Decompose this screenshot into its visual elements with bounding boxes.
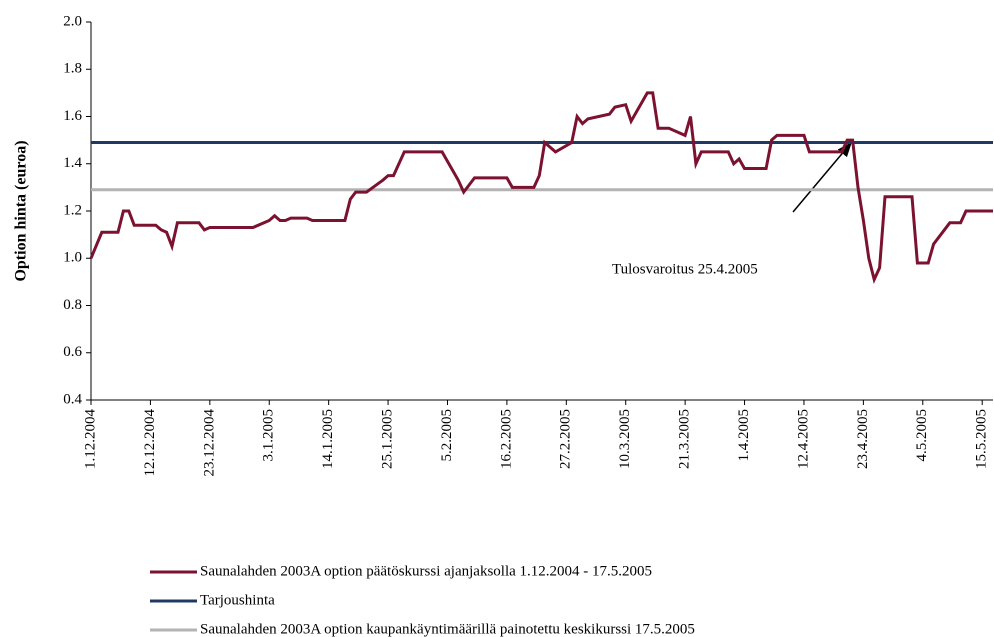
x-tick-label: 1.4.2005 <box>736 409 752 462</box>
legend-label: Tarjoushinta <box>200 592 275 608</box>
x-tick-label: 12.12.2004 <box>142 409 158 477</box>
x-tick-label: 12.4.2005 <box>795 409 811 469</box>
x-tick-label: 15.5.2005 <box>974 409 990 469</box>
x-tick-label: 1.12.2004 <box>82 409 98 470</box>
annotation-arrow <box>792 141 852 213</box>
y-axis-label: Option hinta (euroa) <box>13 140 30 281</box>
legend-label: Saunalahden 2003A option päätöskurssi aj… <box>200 563 652 579</box>
x-tick-label: 10.3.2005 <box>617 409 633 469</box>
legend-label: Saunalahden 2003A option kaupankäyntimää… <box>200 621 695 637</box>
y-tick-label: 1.8 <box>63 61 82 77</box>
annotation: Tulosvaroitus 25.4.2005 <box>612 261 758 277</box>
x-tick-label: 23.12.2004 <box>201 409 217 477</box>
x-tick-label: 21.3.2005 <box>677 409 693 469</box>
y-tick-label: 1.0 <box>63 250 82 266</box>
y-tick-label: 1.4 <box>63 155 82 171</box>
y-tick-label: 0.8 <box>63 297 82 313</box>
x-tick-label: 4.5.2005 <box>914 409 930 462</box>
x-tick-label: 5.2.2005 <box>439 409 455 462</box>
y-tick-label: 1.2 <box>63 202 82 218</box>
x-tick-label: 25.1.2005 <box>380 409 396 469</box>
y-tick-label: 2.0 <box>63 13 82 29</box>
y-tick-label: 1.6 <box>63 108 82 124</box>
x-tick-label: 27.2.2005 <box>558 409 574 469</box>
series-line <box>89 91 993 284</box>
x-tick-label: 23.4.2005 <box>855 409 871 469</box>
y-tick-label: 0.6 <box>63 344 82 360</box>
x-tick-label: 14.1.2005 <box>320 409 336 469</box>
x-tick-label: 16.2.2005 <box>498 409 514 469</box>
y-tick-label: 0.4 <box>63 391 82 407</box>
x-tick-label: 3.1.2005 <box>261 409 277 462</box>
